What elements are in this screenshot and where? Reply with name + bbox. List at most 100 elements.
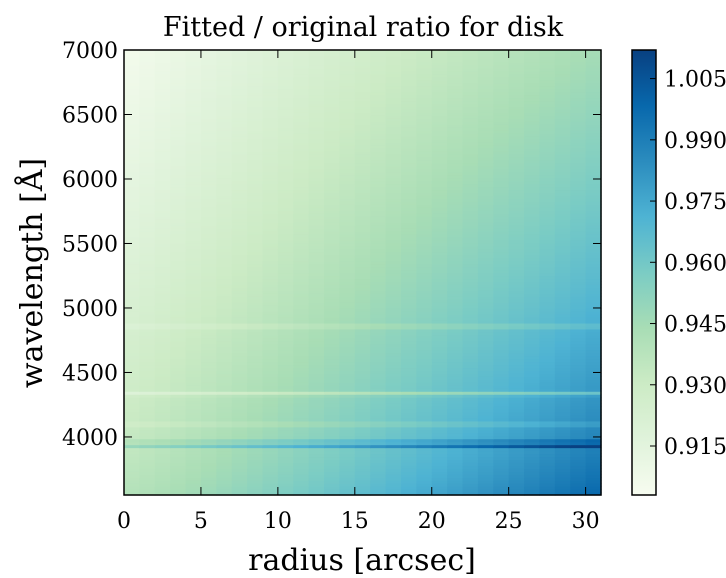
heatmap-cell: [293, 210, 310, 214]
heatmap-cell: [293, 269, 310, 274]
heatmap-cell: [508, 411, 525, 416]
heatmap-cell: [462, 394, 479, 398]
heatmap-cell: [416, 180, 433, 185]
heatmap-cell: [185, 97, 202, 102]
heatmap-cell: [277, 385, 294, 389]
heatmap-cell: [139, 352, 156, 357]
heatmap-cell: [277, 210, 294, 214]
heatmap-cell: [293, 55, 310, 60]
heatmap-cell: [416, 287, 433, 291]
heatmap-cell: [539, 272, 556, 277]
heatmap-cell: [400, 429, 417, 434]
heatmap-cell: [462, 100, 479, 104]
heatmap-cell: [554, 429, 571, 434]
heatmap-cell: [416, 109, 433, 113]
heatmap-cell: [231, 204, 248, 208]
heatmap-cell: [585, 55, 602, 60]
heatmap-cell: [370, 156, 387, 161]
heatmap-cell: [200, 417, 217, 422]
heatmap-cell: [493, 293, 510, 297]
heatmap-cell: [185, 144, 202, 149]
heatmap-cell: [262, 52, 279, 57]
heatmap-cell: [416, 385, 433, 389]
heatmap-cell: [170, 480, 187, 484]
heatmap-cell: [524, 165, 541, 170]
heatmap-cell: [339, 251, 356, 256]
heatmap-cell: [539, 385, 556, 389]
heatmap-cell: [462, 432, 479, 437]
heatmap-cell: [554, 349, 571, 354]
heatmap-cell: [354, 317, 371, 321]
heatmap-cell: [231, 447, 248, 452]
heatmap-cell: [200, 189, 217, 193]
heatmap-cell: [139, 269, 156, 274]
heatmap-cell: [493, 50, 510, 54]
heatmap-cell: [354, 385, 371, 389]
heatmap-cell: [308, 109, 325, 113]
heatmap-cell: [431, 204, 448, 208]
heatmap-cell: [170, 263, 187, 268]
heatmap-cell: [462, 361, 479, 366]
heatmap-cell: [154, 337, 171, 342]
heatmap-cell: [231, 165, 248, 170]
heatmap-cell: [247, 379, 264, 383]
heatmap-cell: [185, 429, 202, 434]
heatmap-cell: [170, 317, 187, 321]
heatmap-cell: [554, 281, 571, 285]
heatmap-cell: [262, 189, 279, 193]
heatmap-cell: [124, 281, 140, 285]
heatmap-cell: [231, 480, 248, 484]
heatmap-cell: [493, 492, 510, 496]
heatmap-cell: [216, 456, 233, 460]
heatmap-cell: [354, 121, 371, 125]
heatmap-cell: [324, 52, 341, 57]
heatmap-cell: [247, 210, 264, 214]
heatmap-cell: [185, 159, 202, 164]
heatmap-cell: [308, 70, 325, 75]
heatmap-cell: [385, 112, 402, 116]
heatmap-cell: [354, 186, 371, 191]
heatmap-cell: [400, 204, 417, 208]
heatmap-cell: [324, 124, 341, 128]
heatmap-cell: [231, 394, 248, 398]
heatmap-cell: [524, 403, 541, 407]
heatmap-cell: [293, 376, 310, 380]
heatmap-cell: [508, 465, 525, 469]
heatmap-cell: [124, 85, 140, 90]
heatmap-cell: [247, 245, 264, 250]
heatmap-cell: [431, 174, 448, 179]
heatmap-cell: [124, 337, 140, 342]
heatmap-cell: [139, 52, 156, 57]
heatmap-cell: [447, 441, 464, 446]
heatmap-cell: [247, 106, 264, 110]
heatmap-cell: [324, 450, 341, 455]
heatmap-cell: [324, 91, 341, 96]
heatmap-cell: [370, 70, 387, 75]
heatmap-cell: [554, 50, 571, 54]
heatmap-cell: [477, 438, 494, 443]
heatmap-cell: [354, 67, 371, 72]
heatmap-cell: [124, 52, 140, 57]
heatmap-cell: [154, 486, 171, 490]
heatmap-cell: [585, 159, 602, 164]
heatmap-cell: [508, 450, 525, 455]
heatmap-cell: [139, 195, 156, 199]
heatmap-cell: [154, 124, 171, 128]
heatmap-cell: [431, 281, 448, 285]
heatmap-cell: [339, 337, 356, 342]
heatmap-cell: [277, 394, 294, 398]
heatmap-cell: [231, 177, 248, 182]
heatmap-cell: [216, 106, 233, 110]
heatmap-cell: [508, 370, 525, 374]
heatmap-cell: [400, 471, 417, 475]
heatmap-cell: [154, 73, 171, 78]
heatmap-cell: [139, 100, 156, 104]
heatmap-cell: [554, 352, 571, 357]
heatmap-cell: [231, 180, 248, 185]
heatmap-cell: [431, 115, 448, 119]
heatmap-cell: [247, 337, 264, 342]
heatmap-cell: [477, 361, 494, 366]
heatmap-cell: [462, 408, 479, 413]
heatmap-cell: [447, 254, 464, 259]
heatmap-cell: [447, 340, 464, 345]
